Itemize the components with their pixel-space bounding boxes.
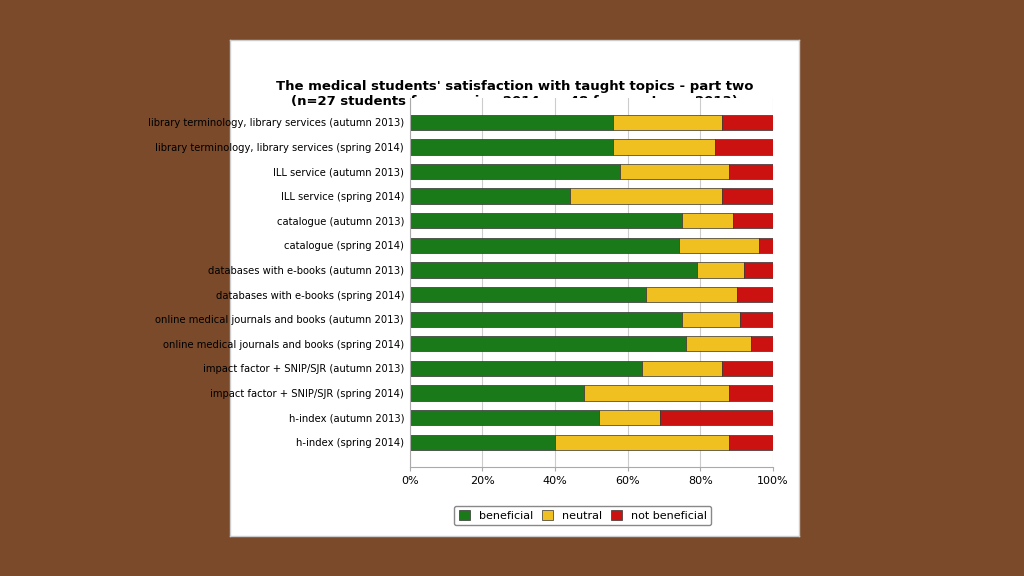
- Bar: [722, 115, 773, 130]
- Bar: [599, 410, 660, 425]
- Bar: [555, 434, 729, 450]
- Bar: [410, 287, 646, 302]
- Bar: [715, 139, 773, 154]
- Bar: [621, 164, 729, 179]
- Bar: [410, 188, 569, 204]
- Bar: [613, 139, 715, 154]
- Bar: [410, 312, 682, 327]
- Bar: [729, 164, 773, 179]
- Bar: [410, 262, 696, 278]
- Bar: [729, 385, 773, 400]
- Bar: [682, 213, 733, 228]
- Bar: [569, 188, 722, 204]
- Bar: [410, 410, 599, 425]
- Bar: [584, 385, 729, 400]
- Bar: [646, 287, 737, 302]
- Bar: [737, 287, 773, 302]
- Bar: [642, 361, 722, 376]
- Bar: [410, 385, 584, 400]
- Bar: [733, 213, 773, 228]
- Bar: [729, 434, 773, 450]
- Bar: [410, 434, 555, 450]
- Bar: [722, 361, 773, 376]
- Bar: [686, 336, 752, 351]
- Bar: [410, 361, 642, 376]
- Bar: [410, 115, 613, 130]
- Bar: [410, 336, 686, 351]
- Bar: [410, 213, 682, 228]
- Bar: [613, 115, 722, 130]
- Bar: [744, 262, 773, 278]
- Bar: [410, 139, 613, 154]
- Bar: [682, 312, 740, 327]
- Bar: [696, 262, 744, 278]
- Bar: [752, 336, 773, 351]
- Bar: [410, 238, 679, 253]
- Bar: [740, 312, 773, 327]
- Legend: beneficial, neutral, not beneficial: beneficial, neutral, not beneficial: [455, 506, 712, 525]
- Bar: [410, 164, 621, 179]
- Bar: [759, 238, 773, 253]
- Bar: [722, 188, 773, 204]
- Bar: [679, 238, 759, 253]
- Bar: [660, 410, 773, 425]
- Text: The medical students' satisfaction with taught topics - part two
(n=27 students : The medical students' satisfaction with …: [275, 80, 754, 108]
